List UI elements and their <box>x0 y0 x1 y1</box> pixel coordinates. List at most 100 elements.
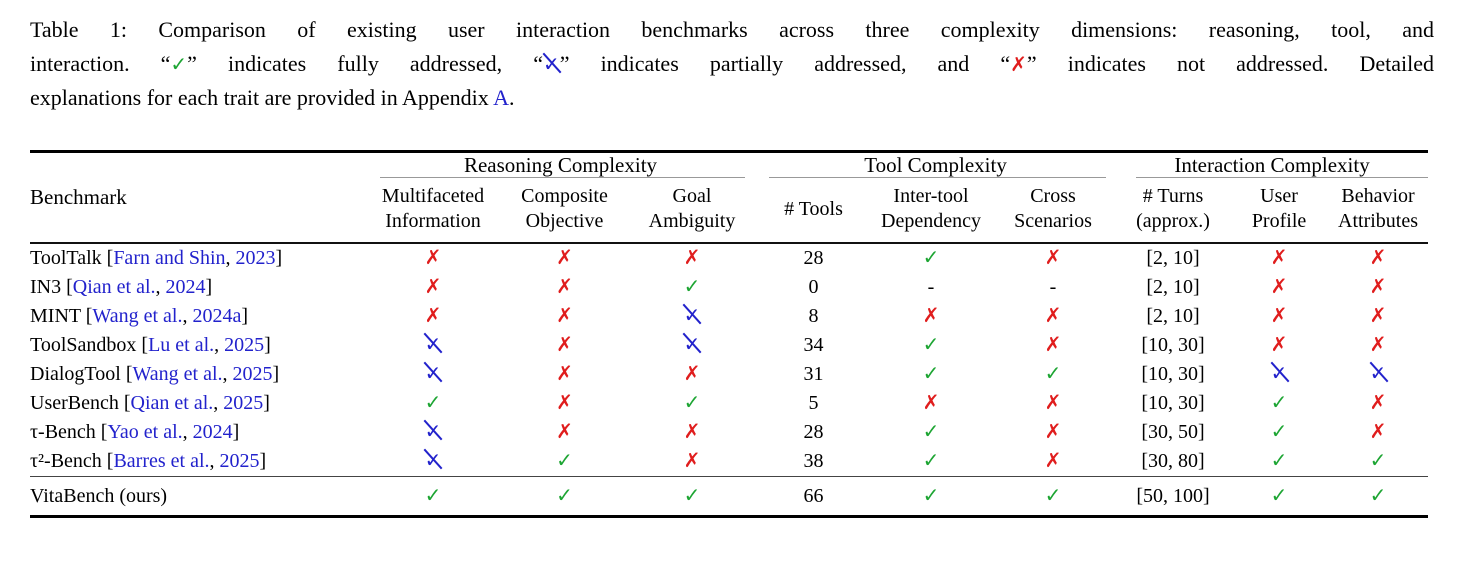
header-line: (approx.) <box>1136 210 1210 232</box>
citation-author-link[interactable]: Qian et al. <box>72 276 156 298</box>
cross-icon: ✗ <box>556 245 573 269</box>
cross-icon: ✗ <box>1044 419 1062 443</box>
citation-author-link[interactable]: Farn and Shin <box>113 247 226 269</box>
cross-icon: ✗ <box>1270 303 1288 327</box>
citation-year-link[interactable]: 2024 <box>165 276 206 298</box>
cross-icon: ✗ <box>424 274 442 298</box>
citation-author-link[interactable]: Yao et al. <box>107 421 183 443</box>
header-line: # Turns <box>1142 185 1204 207</box>
header-line: Attributes <box>1338 210 1419 232</box>
citation-year-link[interactable]: 2025 <box>223 392 264 414</box>
citation-year-link[interactable]: 2025 <box>224 334 265 356</box>
cross-icon: ✗ <box>922 390 940 414</box>
value-cell: 38 <box>803 450 824 472</box>
benchmark-cell: UserBench [Qian et al., 2025] <box>30 389 366 418</box>
dash-icon: - <box>1049 276 1057 298</box>
mark-cell: ✓ <box>366 447 500 477</box>
header-line: Profile <box>1251 210 1307 232</box>
cross-icon: ✗ <box>1270 245 1288 269</box>
check-icon: ✓ <box>170 52 188 76</box>
check-icon: ✓ <box>556 482 573 507</box>
partial-check-icon: ✓ <box>424 361 442 385</box>
mark-cell: ✓ <box>366 476 500 517</box>
benchmark-cell: VitaBench (ours) <box>30 476 366 517</box>
mark-cell: ✗ <box>990 331 1116 360</box>
mark-cell: ✓ <box>1230 389 1328 418</box>
appendix-link[interactable]: A <box>493 85 509 110</box>
value-cell: [50, 100] <box>1116 476 1231 517</box>
check-icon: ✓ <box>683 274 701 298</box>
mark-cell: ✓ <box>629 302 755 331</box>
citation-year-link[interactable]: 2025 <box>232 363 273 385</box>
citation-separator: , <box>209 450 220 472</box>
citation-year-link[interactable]: 2024a <box>192 305 242 327</box>
citation-year-link[interactable]: 2024 <box>192 421 233 443</box>
mark-cell: ✓ <box>629 273 755 302</box>
citation-bracket: ] <box>205 276 213 298</box>
citation-bracket: ] <box>259 450 267 472</box>
citation-year-link[interactable]: 2025 <box>219 450 260 472</box>
table-row: VitaBench (ours) ✓ ✓ ✓ 66 ✓ ✓ [50, 100] ✓ ✓ <box>30 476 1429 517</box>
citation-bracket: [ <box>101 450 114 472</box>
value-cell: 31 <box>803 363 824 385</box>
citation-author-link[interactable]: Qian et al. <box>130 392 214 414</box>
mark-cell: ✗ <box>366 273 500 302</box>
mark-cell: ✓ <box>872 331 990 360</box>
citation-author-link[interactable]: Wang et al. <box>132 363 223 385</box>
table-row: MINT [Wang et al., 2024a] ✗ ✗ ✓ 8 ✗ ✗ [2, 10] ✗ ✗ <box>30 302 1428 331</box>
mark-cell: ✗ <box>1230 331 1328 360</box>
column-header-goal-ambiguity: Goal Ambiguity <box>629 178 755 244</box>
citation-bracket: [ <box>136 334 149 356</box>
mark-cell: ✗ <box>1230 273 1328 302</box>
caption-text: . <box>508 85 515 110</box>
cross-icon: ✗ <box>1270 274 1288 298</box>
citation-year-link[interactable]: 2023 <box>235 247 276 269</box>
citation-author-link[interactable]: Barres et al. <box>113 450 210 472</box>
column-header-composite-objective: Composite Objective <box>500 178 629 244</box>
group-header-reasoning-complexity: Reasoning Complexity <box>366 152 755 179</box>
mark-cell: ✗ <box>1230 302 1328 331</box>
citation-author-link[interactable]: Lu et al. <box>148 334 215 356</box>
citation-separator: , <box>222 363 233 385</box>
check-icon: ✓ <box>922 245 940 269</box>
caption-text: ” indicates not addressed. Detailed <box>1026 51 1434 76</box>
check-icon: ✓ <box>1270 448 1288 472</box>
mark-cell: ✓ <box>629 476 755 517</box>
header-line: Objective <box>525 210 604 232</box>
check-icon: ✓ <box>922 332 940 356</box>
partial-check-icon: ✓ <box>542 52 560 76</box>
citation-bracket: [ <box>118 392 131 414</box>
mark-cell: ✗ <box>629 243 755 273</box>
header-line: User <box>1260 185 1298 207</box>
group-header-tool-complexity: Tool Complexity <box>755 152 1116 179</box>
mark-cell: ✓ <box>1230 418 1328 447</box>
value-cell: 34 <box>803 334 824 356</box>
cross-icon: ✗ <box>1044 332 1062 356</box>
column-header-inter-tool-dependency: Inter-tool Dependency <box>872 178 990 244</box>
value-cell: [30, 80] <box>1141 450 1205 472</box>
mark-cell: ✗ <box>990 389 1116 418</box>
check-icon: ✓ <box>1369 482 1387 507</box>
mark-cell: ✓ <box>872 418 990 447</box>
cross-icon: ✗ <box>424 303 442 327</box>
cross-icon: ✗ <box>922 303 940 327</box>
mark-cell: ✓ <box>366 331 500 360</box>
cross-icon: ✗ <box>1369 332 1387 356</box>
citation-separator: , <box>214 334 225 356</box>
check-icon: ✓ <box>922 419 940 443</box>
header-line: Goal <box>672 185 712 207</box>
check-icon: ✓ <box>424 482 442 507</box>
table-row: ToolTalk [Farn and Shin, 2023] ✗ ✗ ✗ 28 ✓ ✗ [2,… <box>30 243 1428 273</box>
benchmark-name: IN3 <box>30 276 62 298</box>
mark-cell: ✗ <box>990 302 1116 331</box>
column-header-multifaceted-information: Multifaceted Information <box>366 178 500 244</box>
mark-cell: ✗ <box>1328 273 1428 302</box>
citation-separator: , <box>182 305 193 327</box>
mark-cell: ✓ <box>629 331 755 360</box>
mark-cell: ✓ <box>990 360 1116 389</box>
column-header-row: Multifaceted Information Composite Objecti… <box>30 178 1429 244</box>
cross-icon: ✗ <box>1044 303 1062 327</box>
benchmark-name: VitaBench (ours) <box>30 484 168 507</box>
mark-cell: ✗ <box>872 389 990 418</box>
citation-author-link[interactable]: Wang et al. <box>92 305 183 327</box>
